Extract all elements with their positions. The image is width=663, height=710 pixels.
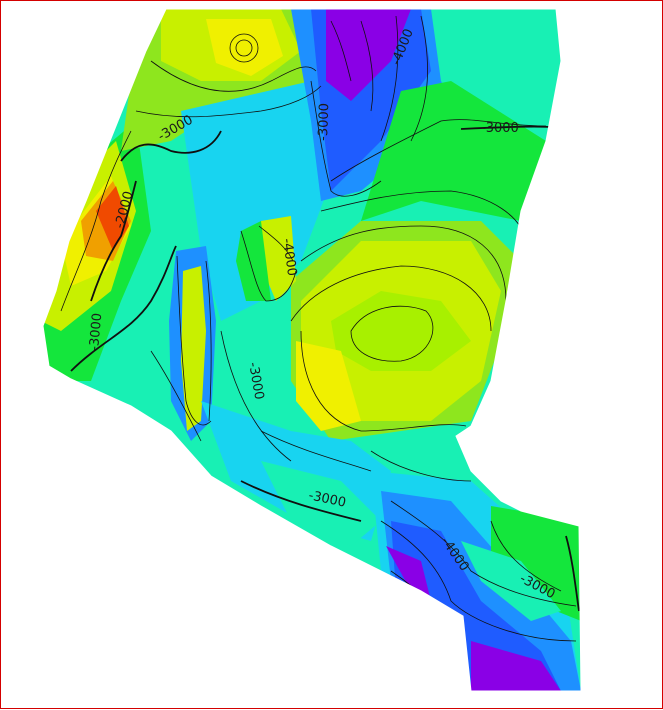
survey-boundary — [42, 8, 582, 692]
contour-label: -4000 — [279, 237, 299, 277]
contour-label: -3000 — [481, 121, 519, 136]
contour-label: -3000 — [316, 103, 332, 141]
contour-label: -3000 — [245, 361, 266, 401]
contour-label: -3000 — [87, 312, 105, 351]
contour-lines — [60, 15, 580, 652]
